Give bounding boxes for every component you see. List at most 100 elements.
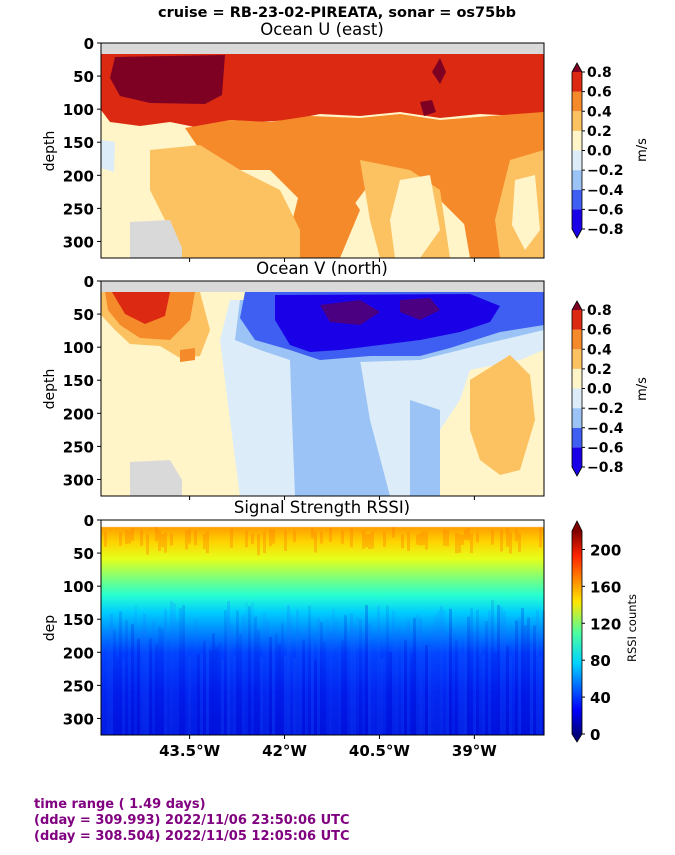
rssi-streak [152, 621, 155, 735]
rssi-streak [116, 658, 119, 735]
rssi-streak [200, 653, 203, 735]
y-tick-label: 150 [63, 372, 94, 390]
y-tick-label: 300 [63, 233, 94, 251]
panel-u-title: Ocean U (east) [260, 20, 384, 39]
footer-start-time: (dday = 308.504) 2022/11/05 12:05:06 UTC [34, 829, 350, 844]
rssi-streak [260, 656, 263, 735]
rssi-streak [446, 636, 449, 735]
rssi-streak [308, 605, 311, 735]
colorbar-extend-max [572, 301, 582, 310]
rssi-streak [389, 652, 392, 735]
rssi-near-surface-streak [272, 529, 275, 544]
y-tick-label: 250 [63, 438, 94, 456]
rssi-streak [158, 626, 161, 735]
colorbar-tick-label: 0.8 [587, 303, 612, 319]
rssi-near-surface-streak [263, 531, 266, 554]
rssi-streak [506, 645, 509, 735]
rssi-streak [449, 608, 452, 735]
colorbar-segment [572, 349, 582, 369]
rssi-near-surface-streak [476, 532, 479, 543]
rssi-streak [134, 605, 137, 735]
rssi-streak [383, 656, 386, 735]
rssi-streak [143, 614, 146, 735]
rssi-streak [353, 627, 356, 735]
panel-v-x-ticks [189, 496, 475, 500]
rssi-near-surface-streak [368, 533, 371, 549]
colorbar-segment [572, 329, 582, 350]
y-tick-label: 250 [63, 200, 94, 218]
rssi-streak [176, 621, 179, 735]
rssi-streak [317, 618, 320, 735]
colorbar-segment [572, 189, 582, 210]
rssi-streak [278, 644, 281, 735]
rssi-near-surface-streak [341, 530, 344, 544]
rssi-streak [323, 642, 326, 735]
colorbar-tick-label: 200 [590, 541, 621, 559]
rssi-streak [455, 639, 458, 735]
rssi-streak [467, 616, 470, 735]
rssi-streak [284, 655, 287, 735]
rssi-near-surface-streak [119, 532, 122, 546]
rssi-streak [428, 647, 431, 735]
panel-rssi-x-axis: 43.5°W 42°W 40.5°W 39°W [159, 735, 497, 760]
figure-suptitle: cruise = RB-23-02-PIREATA, sonar = os75b… [158, 5, 516, 21]
rssi-streak [530, 646, 533, 735]
rssi-streak [122, 659, 125, 735]
y-tick-label: 150 [63, 134, 94, 152]
panel-u-x-ticks [189, 258, 475, 262]
rssi-streak [359, 619, 362, 735]
rssi-streak [503, 611, 506, 735]
panel-rssi-field [101, 520, 545, 735]
rssi-near-surface-streak [311, 528, 314, 539]
rssi-near-surface-streak [131, 528, 134, 541]
rssi-streak [326, 619, 329, 735]
y-tick-label: 100 [63, 101, 94, 119]
rssi-streak [182, 605, 185, 735]
x-tick-label: 40.5°W [349, 742, 411, 760]
rssi-near-surface-streak [392, 527, 395, 538]
colorbar-extend-min [572, 734, 582, 742]
rssi-streak [518, 617, 521, 735]
rssi-near-surface-streak [500, 530, 503, 552]
panel-u-y-axis: 0 50 100 150 200 250 300 [63, 35, 101, 251]
rssi-streak [194, 618, 197, 735]
rssi-streak [287, 605, 290, 735]
rssi-near-surface-streak [446, 530, 449, 547]
rssi-streak [293, 658, 296, 735]
rssi-near-surface-streak [464, 529, 467, 540]
rssi-streak [443, 609, 446, 735]
colorbar-tick-label: 160 [590, 578, 621, 596]
rssi-streak [521, 608, 524, 735]
time-range-footer: time range ( 1.49 days) (dday = 309.993)… [34, 797, 350, 845]
rssi-streak [404, 639, 407, 735]
colorbar-gradient [572, 531, 582, 734]
rssi-streak [371, 647, 374, 735]
rssi-streak [266, 621, 269, 735]
colorbar-tick-label: −0.4 [587, 421, 624, 437]
rssi-streak [173, 603, 176, 735]
rssi-streak [470, 608, 473, 735]
rssi-near-surface-streak [443, 529, 446, 546]
rssi-near-surface-streak [314, 531, 317, 553]
rssi-streak [437, 610, 440, 735]
colorbar-tick-label: 0.6 [587, 323, 612, 339]
rssi-streak [290, 614, 293, 735]
rssi-streak [107, 646, 110, 735]
rssi-near-surface-streak [422, 531, 425, 546]
colorbar-extend-min [572, 229, 582, 238]
rssi-near-surface-streak [251, 533, 254, 545]
y-tick-label: 50 [73, 545, 94, 563]
rssi-streak [413, 617, 416, 735]
rssi-near-surface-streak [461, 534, 464, 545]
rssi-streak [233, 654, 236, 735]
rssi-near-surface-streak [491, 529, 494, 545]
rssi-streak [101, 633, 104, 735]
panel-v-frame [100, 280, 545, 497]
rssi-streak [191, 652, 194, 735]
colorbar-tick-label: 0.2 [587, 124, 612, 140]
panel-u-colorbar-label: m/s [635, 138, 650, 162]
colorbar-tick-label: 0.8 [587, 65, 612, 81]
rssi-near-surface-streak [125, 529, 128, 545]
rssi-streak [494, 652, 497, 735]
